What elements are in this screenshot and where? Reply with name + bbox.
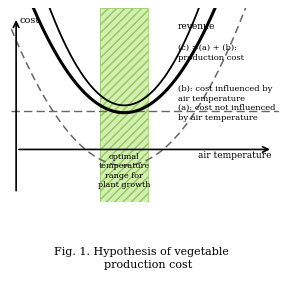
Bar bbox=[100, 8, 148, 202]
Text: (c) =(a) + (b):
production cost: (c) =(a) + (b): production cost bbox=[177, 44, 244, 62]
Text: cost: cost bbox=[19, 16, 39, 25]
Bar bbox=[100, 8, 148, 202]
Text: Fig. 1. Hypothesis of vegetable
    production cost: Fig. 1. Hypothesis of vegetable producti… bbox=[54, 247, 228, 270]
Text: optimal
temperature
range for
plant growth: optimal temperature range for plant grow… bbox=[98, 153, 151, 189]
Text: (a): cost not influenced
by air temperature: (a): cost not influenced by air temperat… bbox=[177, 104, 275, 122]
Text: (b): cost influenced by
air temperature: (b): cost influenced by air temperature bbox=[177, 85, 272, 103]
Text: air temperature: air temperature bbox=[198, 151, 271, 160]
Text: revenue: revenue bbox=[177, 22, 215, 31]
